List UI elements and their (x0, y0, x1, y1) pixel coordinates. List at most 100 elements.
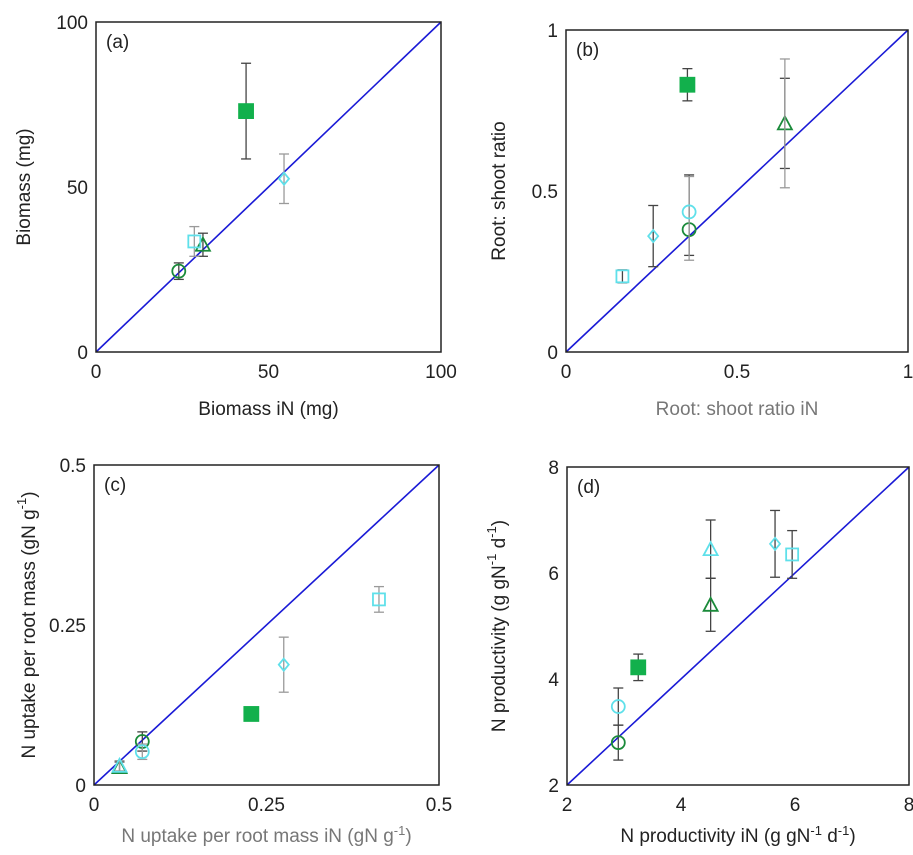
panel-b-plot-frame (565, 29, 909, 353)
panel-a-y-tick-label: 50 (67, 178, 88, 199)
panel-a-y-axis-label: Biomass (mg) (14, 128, 35, 245)
panel-c-data-point-4 (372, 585, 386, 613)
panel-c-y-tick-label: 0.5 (60, 456, 86, 477)
filled-square-marker (238, 103, 254, 119)
panel-c-label: (c) (104, 475, 126, 496)
diamond-marker (277, 657, 290, 673)
panel-c-y-axis-label-main: N uptake per root mass (gN g (19, 509, 40, 758)
panel-a-x-tick-label: 100 (425, 362, 457, 383)
panel-d-x-axis-label-mid: d (822, 826, 838, 847)
panel-a-y-tick-label: 100 (56, 13, 88, 34)
panel-c-y-tick-label: 0.25 (49, 616, 86, 637)
panel-a-label: (a) (106, 32, 129, 53)
panel-d-label: (d) (577, 477, 600, 498)
panel-a-x-tick-label: 50 (258, 362, 279, 383)
panel-c-identity-line (93, 464, 440, 786)
panel-c-y-tick-label: 0 (75, 776, 86, 797)
square-marker (372, 592, 386, 607)
panel-b-y-tick-label: 0.5 (532, 182, 558, 203)
panel-d-x-axis-label-sup1: -1 (810, 823, 822, 838)
panel-d-x-tick-label: 4 (676, 795, 687, 816)
panel-d-x-tick-label: 6 (790, 795, 801, 816)
circle-marker (681, 204, 697, 220)
filled-square-marker (679, 76, 696, 93)
square-marker (615, 269, 630, 284)
panel-c: (c) 0 0.25 0.5 0 0.25 0.5 N uptake per root m… (14, 456, 452, 847)
panel-d-data-point-6 (768, 509, 782, 578)
panel-b: (b) 0 0.5 1 0 0.5 1 Root: shoot ratio iN Root… (489, 21, 913, 420)
panel-d-identity-line (566, 466, 910, 786)
panel-c-plot-frame (93, 464, 440, 786)
panel-d-x-axis-label-sup2: -1 (838, 823, 850, 838)
panel-d-y-tick-label: 4 (548, 670, 559, 691)
panel-c-y-axis-label: N uptake per root mass (gN g-1) (14, 491, 40, 758)
panel-d-y-axis-label: N productivity (g gN-1 d-1) (484, 520, 510, 732)
panel-d-y-tick-label: 6 (548, 564, 559, 585)
panel-b-x-tick-label: 1 (903, 362, 913, 383)
panel-c-y-axis-label-sup: -1 (14, 498, 29, 510)
panel-d-plot-frame (566, 466, 910, 786)
panel-d-x-axis-label-end: ) (849, 826, 855, 847)
triangle-marker (702, 540, 720, 557)
diamond-marker (277, 171, 291, 187)
panel-d-y-axis-label-sup1: -1 (484, 554, 499, 566)
panel-b-data-point-4 (779, 58, 790, 189)
panel-d-x-axis-label: N productivity iN (g gN-1 d-1) (620, 823, 855, 848)
filled-square-marker (630, 659, 647, 676)
panel-b-x-tick-label: 0.5 (724, 362, 750, 383)
panel-d-x-tick-label: 8 (904, 795, 913, 816)
panel-c-x-axis-label: N uptake per root mass iN (gN g-1) (121, 823, 411, 848)
panel-c-data-point-7 (277, 636, 290, 693)
circle-marker (610, 699, 626, 714)
panel-d-y-axis-label-mid: d (489, 538, 510, 554)
panel-c-x-tick-label: 0.5 (426, 795, 452, 816)
triangle-marker (111, 756, 129, 773)
panel-d-x-axis-label-main: N productivity iN (g gN (620, 826, 810, 847)
panel-c-y-axis-label-end: ) (19, 491, 40, 497)
square-marker (187, 234, 202, 249)
panel-b-label: (b) (576, 40, 599, 61)
panel-d-data-point-2 (630, 653, 647, 682)
panel-a-data-point-4 (187, 225, 202, 257)
panel-b-y-tick-label: 1 (547, 21, 558, 42)
panel-c-data-point-6 (111, 756, 129, 773)
panel-d-x-tick-label: 2 (562, 795, 573, 816)
panel-a-x-axis-label: Biomass iN (mg) (198, 399, 338, 420)
panel-d-y-axis-label-end: ) (489, 520, 510, 526)
circle-marker (134, 744, 150, 760)
panel-c-x-axis-label-main: N uptake per root mass iN (gN g (121, 826, 393, 847)
panel-d-y-axis-label-main: N productivity (g gN (489, 565, 510, 732)
panel-a: (a) 0 50 100 0 50 100 Biomass iN (mg) Biomass… (14, 13, 457, 420)
panel-d-data-point-7 (785, 529, 800, 579)
panel-b-data-point-2 (679, 67, 696, 102)
square-marker (785, 547, 800, 562)
panel-b-y-tick-label: 0 (547, 343, 558, 364)
diamond-marker (768, 536, 782, 552)
circle-marker (171, 263, 187, 279)
diamond-marker (647, 228, 660, 244)
panel-b-x-axis-label: Root: shoot ratio iN (656, 399, 819, 420)
circle-marker (610, 735, 626, 750)
panel-d-y-axis-label-sup2: -1 (484, 526, 499, 538)
panel-c-x-tick-label: 0.25 (248, 795, 285, 816)
panel-a-data-point-1 (171, 262, 187, 281)
panel-c-x-tick-label: 0 (89, 795, 100, 816)
panel-b-x-tick-label: 0 (561, 362, 572, 383)
panel-a-plot-frame (95, 21, 442, 353)
panel-d-data-point-3 (702, 577, 720, 632)
panel-a-identity-line (95, 21, 442, 353)
panel-d-data-point-5 (610, 687, 626, 726)
panel-c-x-axis-label-sup: -1 (394, 823, 406, 838)
panel-a-y-tick-label: 0 (77, 343, 88, 364)
panel-c-x-axis-label-end: ) (405, 826, 411, 847)
panel-c-data-point-5 (134, 743, 150, 761)
panel-c-data-point-2 (243, 706, 260, 722)
filled-square-marker (243, 706, 260, 722)
panel-b-data-point-7 (647, 204, 660, 268)
panel-b-data-point-5 (615, 269, 630, 284)
panel-a-data-point-2 (238, 62, 254, 160)
panel-d-data-point-4 (702, 519, 720, 579)
panel-d-y-tick-label: 8 (548, 458, 559, 479)
